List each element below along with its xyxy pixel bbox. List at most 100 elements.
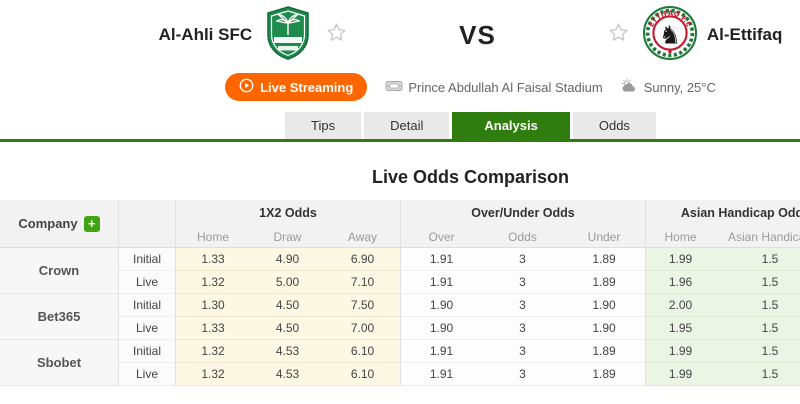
odds-cell: 3 [482, 363, 563, 386]
col-header-asian-handicap: Asian Handicap [715, 226, 800, 248]
odds-cell: 1.99 [645, 363, 715, 386]
odds-cell: 5.00 [250, 271, 325, 294]
tab-tips[interactable]: Tips [285, 112, 362, 139]
odds-cell: 2.00 [645, 294, 715, 317]
company-name: Crown [0, 248, 118, 294]
odds-cell: 1.33 [175, 248, 250, 271]
away-favorite-star-icon[interactable] [608, 22, 629, 48]
company-name: Sbobet [0, 340, 118, 386]
row-type-label: Initial [118, 294, 175, 317]
home-team: Al-Ahli SFC [159, 5, 348, 66]
home-favorite-star-icon[interactable] [326, 22, 347, 48]
odds-cell: 1.89 [563, 363, 645, 386]
page-title: Live Odds Comparison [371, 167, 570, 187]
col-header-ah-home: Home [645, 226, 715, 248]
odds-cell: 1.32 [175, 271, 250, 294]
group-header-1x2: 1X2 Odds [175, 200, 400, 226]
odds-cell: 7.50 [325, 294, 400, 317]
odds-cell: 1.96 [645, 271, 715, 294]
odds-comparison-table: Company + 1X2 Odds Over/Under Odds Asian… [0, 200, 800, 386]
odds-cell: 1.91 [400, 340, 482, 363]
odds-cell: 1.32 [175, 340, 250, 363]
col-header-odds: Odds [482, 226, 563, 248]
odds-cell: 1.90 [563, 317, 645, 340]
row-type-label: Live [118, 317, 175, 340]
odds-cell: 1.91 [400, 363, 482, 386]
odds-cell: 7.00 [325, 317, 400, 340]
odds-cell: 1.30 [175, 294, 250, 317]
odds-cell: 1.33 [175, 317, 250, 340]
col-header-home: Home [175, 226, 250, 248]
vs-label: VS [459, 19, 496, 50]
group-header-over-under: Over/Under Odds [400, 200, 645, 226]
tab-bar: Tips Detail Analysis Odds [48, 112, 800, 139]
stadium-icon [385, 79, 403, 96]
odds-cell: 1.5 [715, 363, 800, 386]
tab-odds[interactable]: Odds [572, 112, 656, 139]
odds-cell: 4.53 [250, 363, 325, 386]
live-streaming-label: Live Streaming [260, 79, 354, 95]
odds-cell: 4.53 [250, 340, 325, 363]
odds-cell: 1.5 [715, 294, 800, 317]
odds-cell: 3 [482, 317, 563, 340]
group-header-asian-handicap: Asian Handicap Odds [645, 200, 800, 226]
stadium-name: Prince Abdullah Al Faisal Stadium [408, 79, 603, 95]
odds-cell: 1.90 [563, 294, 645, 317]
row-type-label: Initial [118, 248, 175, 271]
odds-cell: 1.89 [563, 340, 645, 363]
header-spacer [118, 200, 175, 248]
home-team-logo-icon [264, 5, 312, 66]
live-streaming-button[interactable]: Live Streaming [225, 73, 368, 101]
row-type-label: Live [118, 363, 175, 386]
stadium-info: Prince Abdullah Al Faisal Stadium [385, 79, 603, 96]
odds-cell: 1.5 [715, 340, 800, 363]
away-team-name: Al-Ettifaq [706, 25, 783, 44]
odds-cell: 6.90 [325, 248, 400, 271]
odds-cell: 3 [482, 271, 563, 294]
odds-cell: 1.90 [400, 317, 482, 340]
odds-cell: 1.89 [563, 271, 645, 294]
play-icon [239, 78, 254, 96]
home-team-name: Al-Ahli SFC [158, 25, 253, 44]
odds-cell: 3 [482, 294, 563, 317]
company-name: Bet365 [0, 294, 118, 340]
col-header-under: Under [563, 226, 645, 248]
weather-info: Sunny, 25°C [621, 78, 716, 96]
odds-cell: 6.10 [325, 340, 400, 363]
odds-cell: 1.89 [563, 248, 645, 271]
add-company-button[interactable]: + [83, 215, 100, 232]
company-header-label: Company [18, 216, 78, 231]
col-header-over: Over [400, 226, 482, 248]
odds-cell: 3 [482, 340, 563, 363]
away-team: ETTIFAQ F.C ♞ Al-Ettifaq [608, 5, 783, 65]
match-header: Al-Ahli SFC [48, 4, 800, 66]
odds-cell: 1.5 [715, 317, 800, 340]
page: Al-Ahli SFC [0, 4, 800, 386]
row-type-label: Initial [118, 340, 175, 363]
odds-cell: 4.50 [250, 294, 325, 317]
col-header-away: Away [325, 226, 400, 248]
odds-cell: 1.99 [645, 340, 715, 363]
col-header-draw: Draw [250, 226, 325, 248]
odds-cell: 1.91 [400, 271, 482, 294]
odds-cell: 3 [482, 248, 563, 271]
odds-cell: 4.90 [250, 248, 325, 271]
odds-cell: 1.95 [645, 317, 715, 340]
odds-cell: 1.5 [715, 271, 800, 294]
match-info-row: Live Streaming Prince Abdullah Al Faisal… [48, 73, 800, 101]
odds-cell: 1.91 [400, 248, 482, 271]
tab-underline [0, 139, 800, 142]
tab-analysis[interactable]: Analysis [452, 112, 570, 139]
horse-icon: ♞ [659, 20, 681, 49]
sun-cloud-icon [621, 78, 639, 96]
company-header: Company + [0, 200, 118, 248]
odds-cell: 7.10 [325, 271, 400, 294]
odds-cell: 1.5 [715, 248, 800, 271]
tab-detail[interactable]: Detail [364, 112, 450, 139]
weather-text: Sunny, 25°C [643, 79, 716, 95]
away-team-logo-icon: ETTIFAQ F.C ♞ [642, 5, 697, 65]
odds-cell: 6.10 [325, 363, 400, 386]
odds-cell: 1.90 [400, 294, 482, 317]
row-type-label: Live [118, 271, 175, 294]
odds-cell: 1.32 [175, 363, 250, 386]
